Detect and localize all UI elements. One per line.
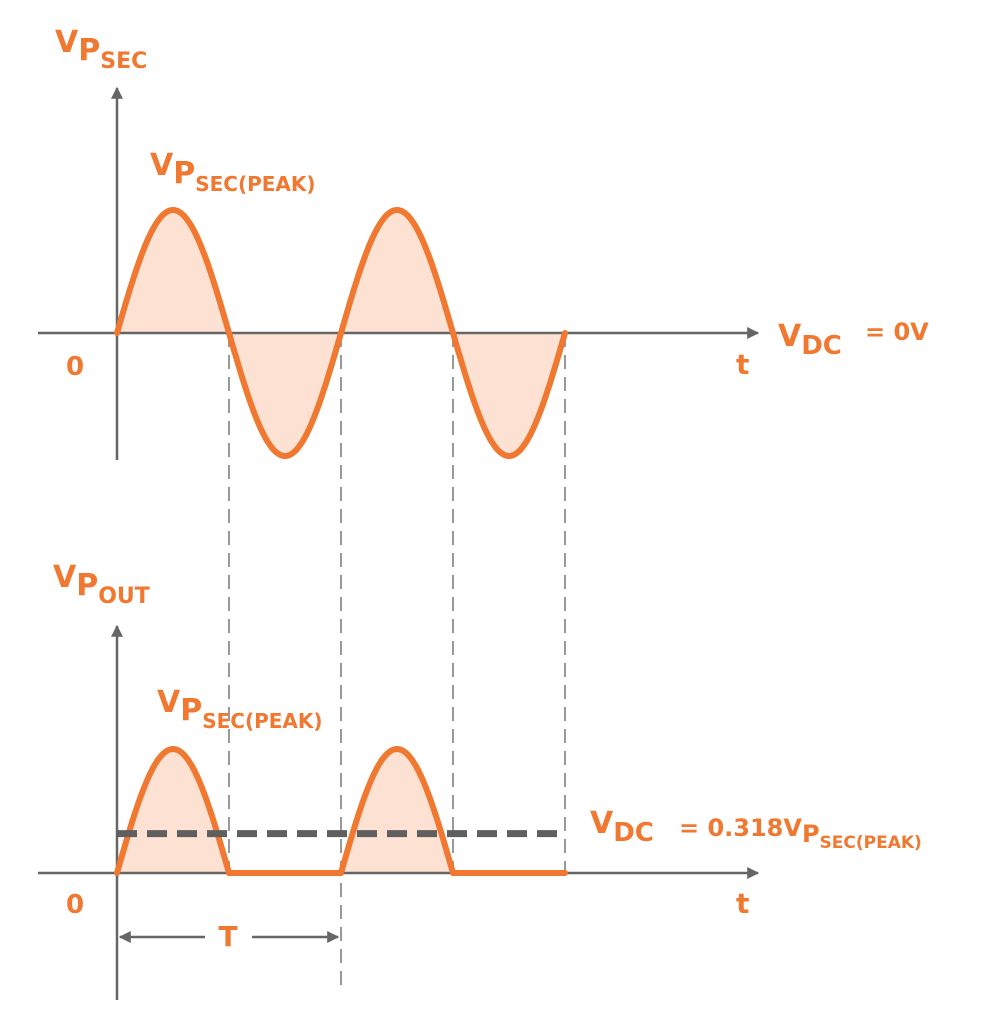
bottom-origin-label: 0	[66, 890, 84, 920]
top-vdc-value: = 0V	[865, 318, 929, 346]
bottom-waveform-fill	[117, 749, 565, 873]
top-graph: VPSEC VPSEC(PEAK) 0 t VDC = 0V	[38, 25, 929, 460]
top-vdc-label: VDC	[778, 319, 842, 361]
top-origin-label: 0	[66, 352, 84, 382]
bottom-peak-label: VPSEC(PEAK)	[157, 685, 323, 733]
bottom-graph: T VPOUT VPSEC(PEAK) 0 t VDC = 0.318VPSEC…	[38, 560, 922, 1000]
top-peak-label: VPSEC(PEAK)	[150, 148, 316, 196]
top-t-axis-label: t	[736, 348, 749, 381]
bottom-vdc-value: = 0.318VPSEC(PEAK)	[679, 814, 922, 853]
bottom-vdc-label: VDC	[590, 806, 654, 848]
bottom-t-axis-label: t	[736, 887, 749, 920]
guide-lines	[228, 333, 566, 985]
top-y-axis-label: VPSEC	[55, 25, 147, 74]
bottom-rectified-waveform	[114, 746, 568, 876]
bottom-y-axis-label: VPOUT	[53, 560, 150, 609]
top-sine-waveform	[114, 207, 568, 459]
period-label: T	[218, 920, 237, 953]
